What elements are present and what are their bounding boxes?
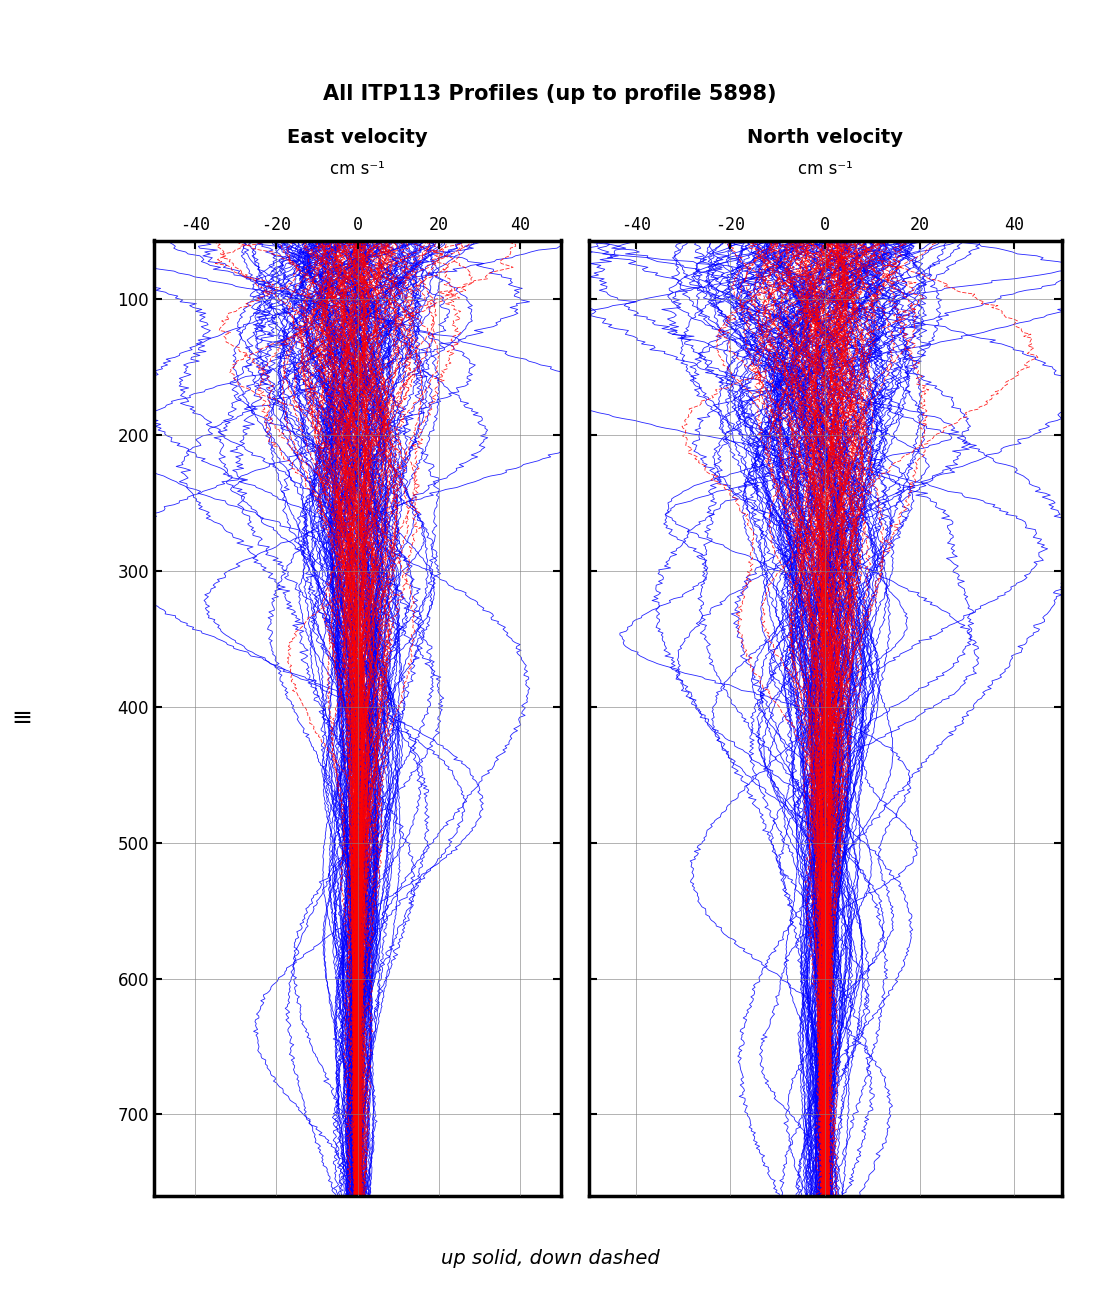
Text: up solid, down dashed: up solid, down dashed <box>441 1248 659 1268</box>
Text: 0: 0 <box>352 216 363 234</box>
Text: -20: -20 <box>261 216 292 234</box>
Text: East velocity: East velocity <box>287 127 428 147</box>
Text: North velocity: North velocity <box>747 127 903 147</box>
Text: ≡: ≡ <box>11 706 33 731</box>
Text: 20: 20 <box>429 216 449 234</box>
Text: -40: -40 <box>179 216 210 234</box>
Text: -40: -40 <box>620 216 651 234</box>
Text: -20: -20 <box>715 216 746 234</box>
Text: All ITP113 Profiles (up to profile 5898): All ITP113 Profiles (up to profile 5898) <box>323 84 777 104</box>
Text: 0: 0 <box>820 216 830 234</box>
Text: cm s⁻¹: cm s⁻¹ <box>798 160 852 178</box>
Text: 40: 40 <box>1004 216 1024 234</box>
Text: cm s⁻¹: cm s⁻¹ <box>330 160 385 178</box>
Text: 40: 40 <box>510 216 530 234</box>
Text: 20: 20 <box>910 216 930 234</box>
